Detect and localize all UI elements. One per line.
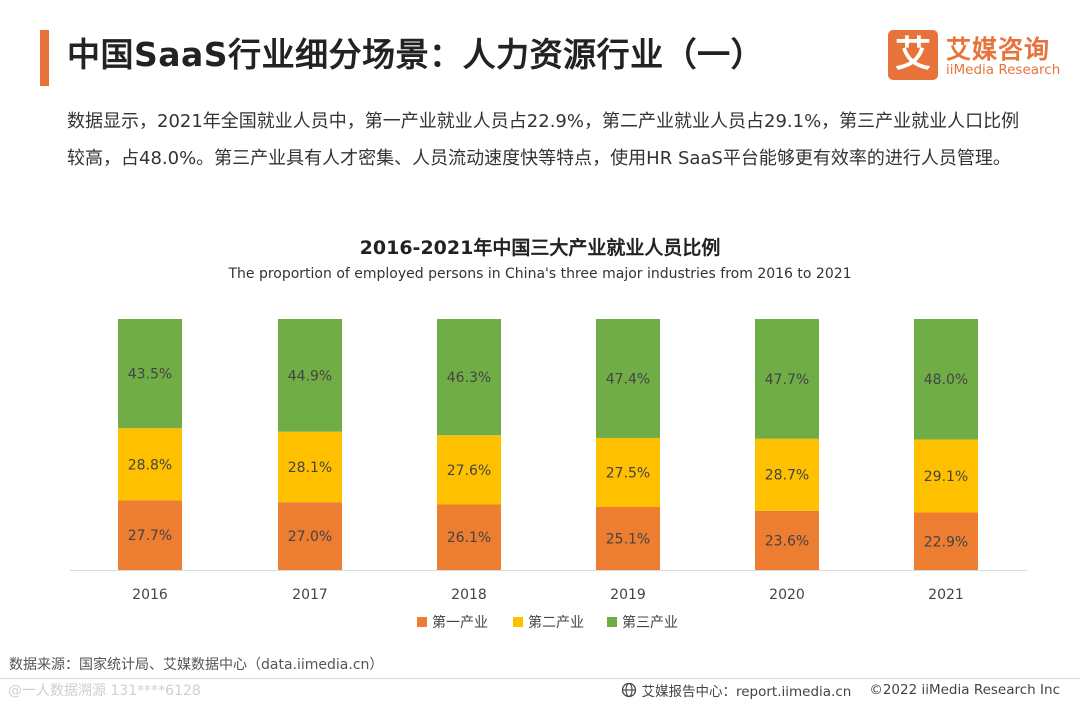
data-label: 27.5%	[606, 465, 650, 481]
data-label: 47.7%	[765, 372, 809, 388]
bar-segment-2-2019	[596, 437, 660, 507]
copyright: ©2022 iiMedia Research Inc	[869, 682, 1060, 698]
report-center-link[interactable]: 艾媒报告中心：report.iimedia.cn	[641, 684, 852, 700]
data-label: 26.1%	[447, 530, 491, 546]
data-label: 28.8%	[128, 457, 172, 473]
data-label: 27.0%	[288, 529, 332, 545]
data-label: 25.1%	[606, 531, 650, 547]
legend-label: 第一产业	[432, 614, 488, 631]
bar-segment-3-2017	[278, 319, 342, 432]
bar-segment-1-2021	[914, 512, 978, 570]
bar-segment-1-2016	[118, 500, 182, 570]
legend-swatch-2	[513, 617, 523, 627]
logo-name-cn: 艾媒咨询	[946, 35, 1051, 64]
iimedia-logo[interactable]: 艾 艾媒咨询 iiMedia Research	[888, 30, 1068, 82]
bar-segment-3-2018	[437, 319, 501, 436]
x-tick-label: 2017	[292, 587, 328, 603]
legend-swatch-3	[607, 617, 617, 627]
bar-segment-2-2020	[755, 438, 819, 511]
bar-segment-1-2019	[596, 506, 660, 570]
bar-segment-2-2021	[914, 439, 978, 513]
bar-segment-3-2020	[755, 319, 819, 439]
logo-mark: 艾	[888, 30, 938, 80]
page-title: 中国SaaS行业细分场景：人力资源行业（一）	[67, 35, 765, 74]
title-accent-bar	[40, 30, 49, 86]
bar-segment-2-2017	[278, 431, 342, 503]
x-tick-label: 2019	[610, 587, 646, 603]
data-label: 43.5%	[128, 367, 172, 383]
data-label: 27.6%	[447, 463, 491, 479]
x-tick-label: 2016	[132, 587, 168, 603]
footer-info: 艾媒报告中心：report.iimedia.cn ©2022 iiMedia R…	[621, 680, 1060, 700]
data-label: 48.0%	[924, 372, 968, 388]
x-tick-label: 2018	[451, 587, 487, 603]
legend-label: 第二产业	[528, 614, 584, 631]
data-label: 23.6%	[765, 533, 809, 549]
globe-icon	[622, 682, 637, 698]
bar-segment-1-2017	[278, 502, 342, 570]
data-label: 28.7%	[765, 468, 809, 484]
data-source: 数据来源：国家统计局、艾媒数据中心（data.iimedia.cn）	[9, 657, 384, 673]
x-tick-label: 2020	[769, 587, 805, 603]
bar-segment-3-2019	[596, 319, 660, 438]
data-label: 46.3%	[447, 370, 491, 386]
stacked-bar-chart: 27.7% 28.8% 43.5% 2016 27.0% 28.1% 44.9% 2017 26…	[70, 319, 1027, 631]
bar-segment-1-2020	[755, 510, 819, 570]
bar-segment-1-2018	[437, 504, 501, 570]
footer-divider	[0, 678, 1080, 679]
chart-subtitle: The proportion of employed persons in Ch…	[228, 266, 852, 282]
data-label: 44.9%	[288, 368, 332, 384]
data-label: 28.1%	[288, 460, 332, 476]
legend-label: 第三产业	[622, 614, 678, 631]
logo-name-en: iiMedia Research	[946, 62, 1061, 78]
watermark: @一人数据溯源 131****6128	[8, 683, 201, 699]
data-label: 22.9%	[924, 534, 968, 550]
data-label: 29.1%	[924, 469, 968, 485]
chart-title: 2016-2021年中国三大产业就业人员比例	[359, 237, 721, 259]
legend-swatch-1	[417, 617, 427, 627]
data-label: 27.7%	[128, 528, 172, 544]
bar-segment-3-2021	[914, 319, 978, 440]
bar-segment-2-2018	[437, 435, 501, 505]
data-label: 47.4%	[606, 371, 650, 387]
x-tick-label: 2021	[928, 587, 964, 603]
intro-paragraph: 数据显示，2021年全国就业人员中，第一产业就业人员占22.9%，第二产业就业人…	[67, 111, 1020, 169]
bar-segment-3-2016	[118, 319, 182, 429]
bar-segment-2-2016	[118, 428, 182, 501]
